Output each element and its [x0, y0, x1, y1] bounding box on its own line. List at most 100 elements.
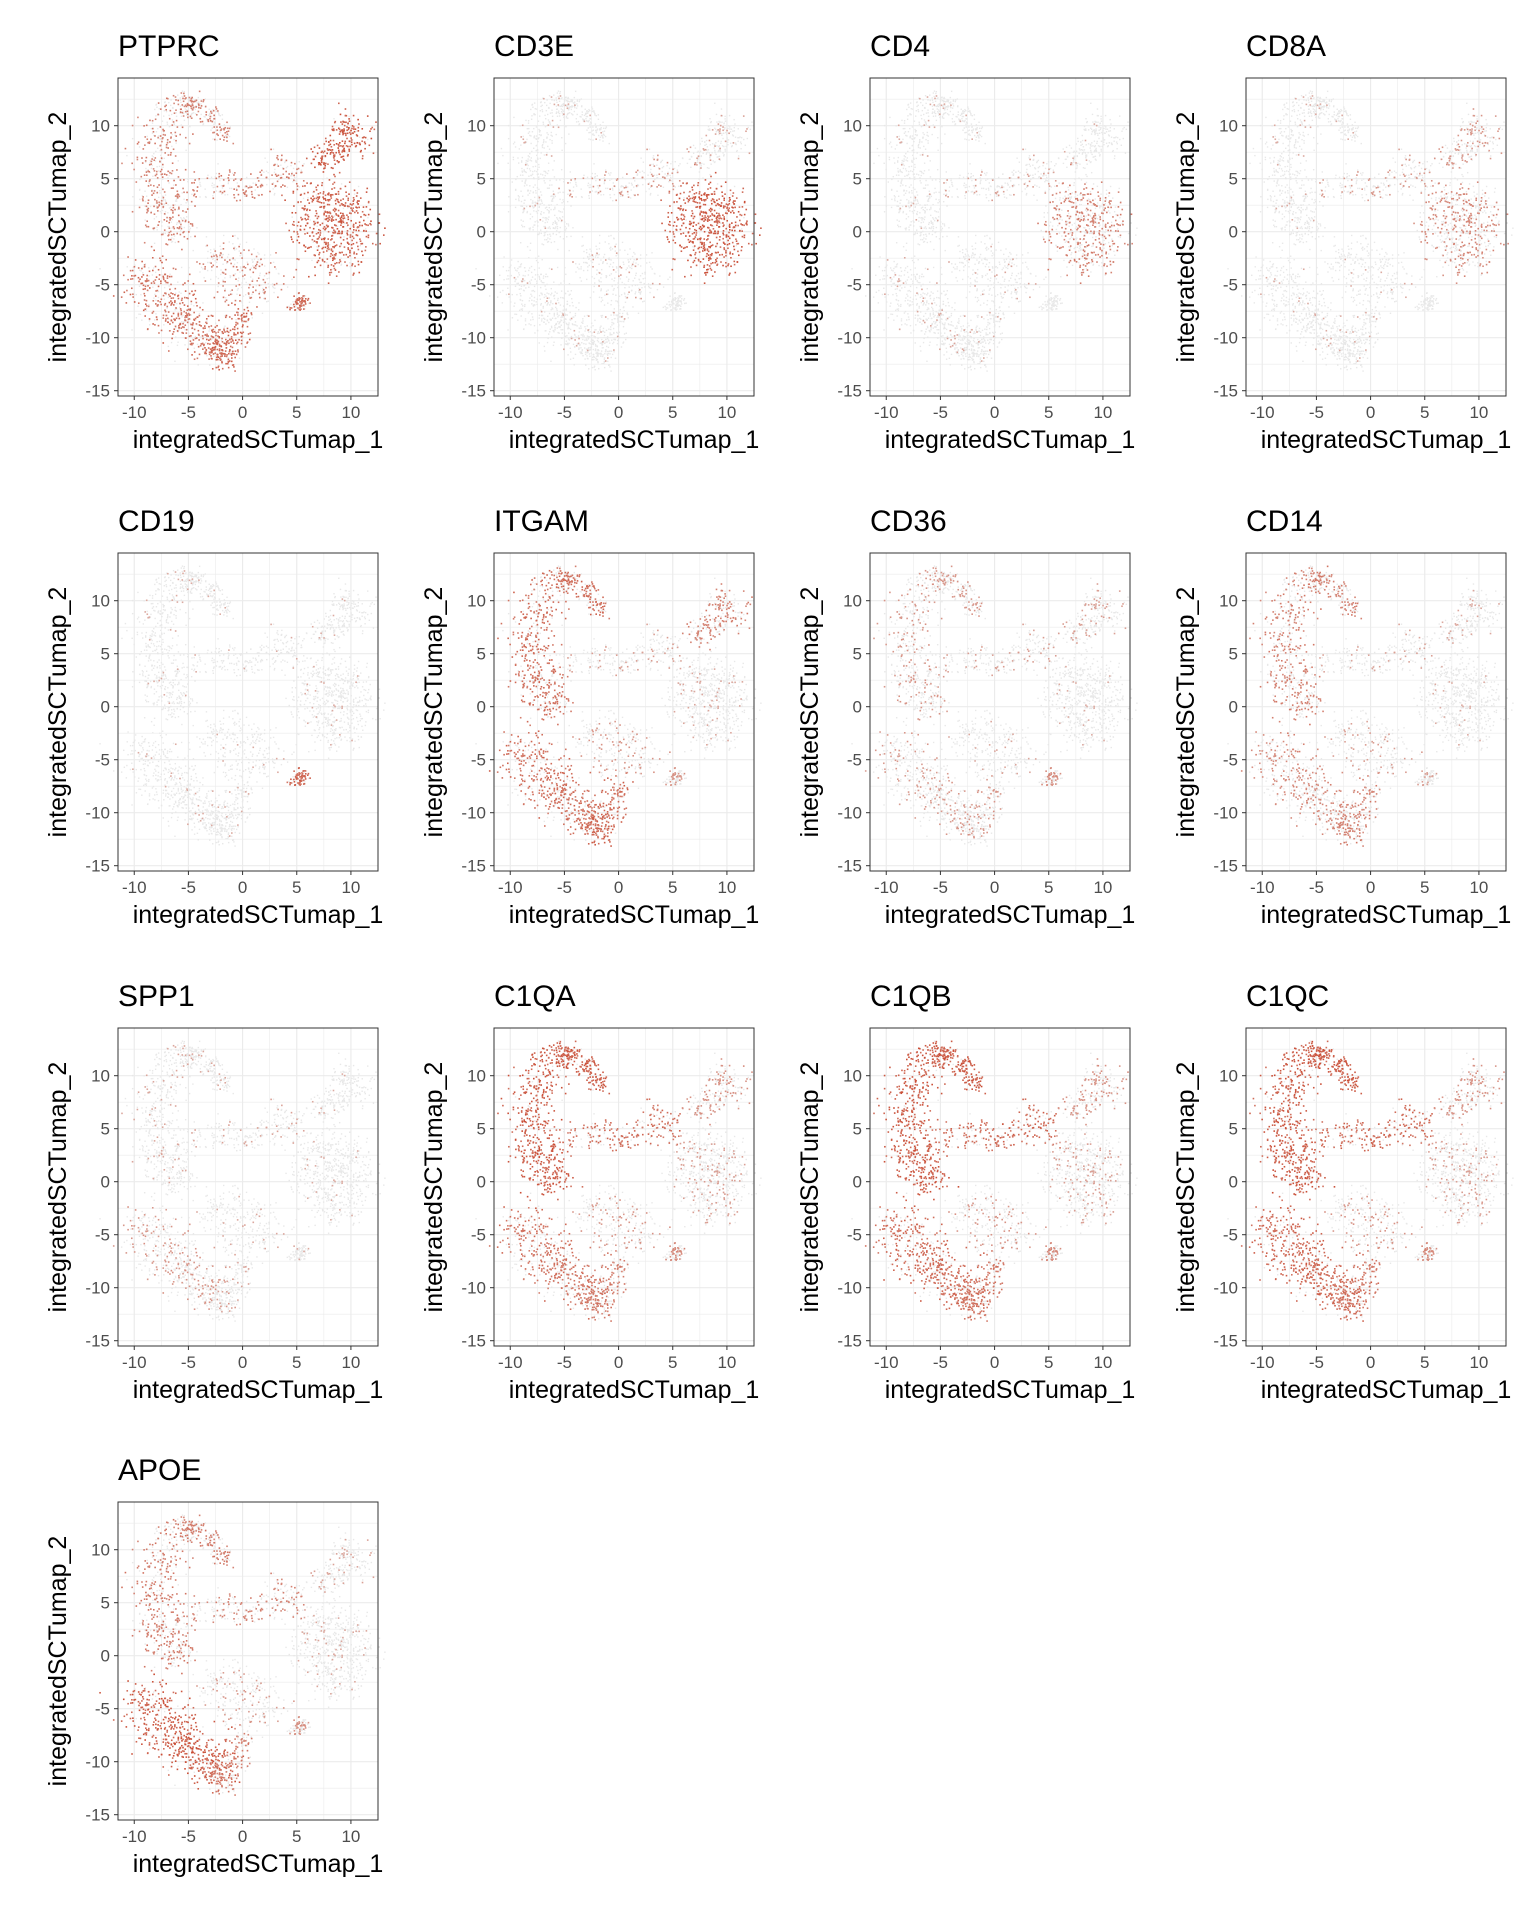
- cell-point: [144, 205, 145, 206]
- cell-point: [313, 191, 315, 193]
- cell-point: [532, 107, 533, 108]
- cell-point: [363, 230, 365, 232]
- cell-point: [324, 165, 326, 167]
- cell-point: [539, 276, 540, 277]
- cell-point: [224, 290, 226, 292]
- cell-point: [521, 219, 522, 220]
- cell-point: [222, 264, 223, 265]
- cell-point: [347, 146, 349, 148]
- cell-point: [221, 185, 222, 186]
- cell-point: [551, 288, 552, 289]
- cell-point: [267, 278, 268, 279]
- cell-point: [602, 140, 603, 141]
- cell-point: [199, 196, 200, 197]
- cell-point: [164, 299, 165, 300]
- cell-point: [168, 234, 170, 236]
- cell-point: [178, 215, 180, 217]
- cell-point: [244, 278, 245, 279]
- cell-point: [318, 254, 320, 256]
- cell-point: [250, 276, 251, 277]
- cell-point: [520, 288, 521, 289]
- cell-point: [247, 341, 249, 343]
- cell-point: [531, 313, 532, 314]
- cell-point: [566, 100, 567, 101]
- cell-point: [585, 113, 586, 114]
- cell-point: [543, 147, 544, 148]
- cell-point: [338, 103, 340, 105]
- cell-point: [158, 102, 160, 104]
- cell-point: [248, 250, 250, 252]
- cell-point: [154, 190, 156, 192]
- cell-point: [132, 270, 134, 272]
- cell-point: [196, 302, 198, 304]
- cell-point: [329, 244, 330, 245]
- cell-point: [577, 100, 578, 101]
- cell-point: [162, 176, 164, 178]
- cell-point: [162, 276, 164, 278]
- cell-point: [529, 229, 530, 230]
- cell-point: [233, 174, 235, 176]
- cell-point: [568, 133, 569, 134]
- cell-point: [365, 215, 367, 217]
- cell-point: [538, 189, 539, 190]
- cell-point: [315, 221, 316, 222]
- cell-point: [603, 363, 604, 364]
- cell-point: [184, 324, 186, 326]
- cell-point: [603, 256, 604, 257]
- cell-point: [153, 185, 155, 187]
- cell-point: [170, 125, 171, 126]
- cell-point: [174, 319, 176, 321]
- cell-point: [580, 327, 581, 328]
- cell-point: [598, 355, 599, 356]
- cell-point: [192, 294, 194, 296]
- cell-point: [571, 105, 572, 106]
- cell-point: [559, 101, 560, 102]
- cell-point: [218, 286, 219, 287]
- cell-point: [579, 345, 580, 346]
- cell-point: [356, 207, 358, 209]
- cell-point: [178, 315, 180, 317]
- cell-point: [543, 139, 544, 140]
- cell-point: [152, 176, 153, 177]
- cell-point: [182, 220, 184, 222]
- cell-point: [226, 315, 228, 317]
- cell-point: [249, 339, 251, 341]
- cell-point: [330, 256, 332, 258]
- cell-point: [544, 346, 545, 347]
- cell-point: [171, 342, 172, 343]
- cell-point: [138, 314, 139, 315]
- cell-point: [282, 173, 284, 175]
- cell-point: [190, 116, 192, 118]
- cell-point: [342, 123, 344, 125]
- cell-point: [535, 190, 536, 191]
- cell-point: [172, 170, 174, 172]
- cell-point: [574, 97, 575, 98]
- cell-point: [340, 237, 342, 239]
- cell-point: [296, 161, 297, 162]
- cell-point: [191, 314, 192, 315]
- cell-point: [581, 334, 582, 335]
- cell-point: [165, 259, 167, 261]
- cell-point: [194, 290, 196, 292]
- cell-point: [580, 116, 581, 117]
- cell-point: [379, 213, 381, 215]
- cell-point: [213, 343, 215, 345]
- cell-point: [159, 138, 160, 139]
- cell-point: [533, 210, 534, 211]
- cell-point: [146, 212, 148, 214]
- cell-point: [588, 338, 589, 339]
- cell-point: [245, 282, 246, 283]
- cell-point: [185, 221, 187, 223]
- cell-point: [180, 100, 181, 101]
- cell-point: [489, 295, 490, 296]
- cell-point: [216, 343, 218, 345]
- cell-point: [334, 231, 336, 233]
- cell-point: [149, 287, 151, 289]
- cell-point: [333, 144, 335, 146]
- cell-point: [220, 274, 221, 275]
- cell-point: [186, 216, 187, 217]
- cell-point: [563, 322, 564, 323]
- cell-point: [207, 177, 209, 179]
- cell-point: [615, 358, 616, 359]
- cell-point: [590, 139, 591, 140]
